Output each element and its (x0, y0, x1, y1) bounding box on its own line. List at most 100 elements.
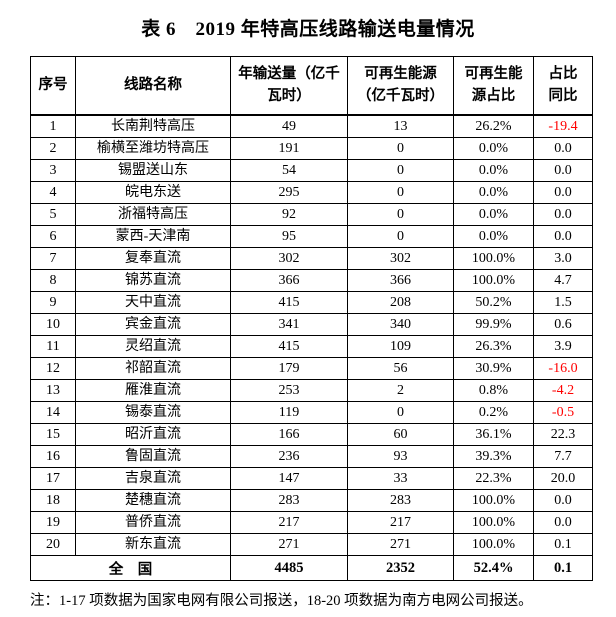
cell-share-yoy: 0.0 (533, 159, 593, 182)
cell-renewable-share: 26.3% (453, 335, 534, 358)
cell-renewable-share: 0.0% (453, 159, 534, 182)
cell-serial-no: 14 (30, 401, 76, 424)
table-row: 6 蒙西-天津南 95 0 0.0% 0.0 (30, 225, 593, 248)
cell-line-name: 锦苏直流 (75, 269, 231, 292)
cell-serial-no: 20 (30, 533, 76, 556)
cell-renewable-share: 100.0% (453, 269, 534, 292)
table-row: 17 吉泉直流 147 33 22.3% 20.0 (30, 467, 593, 490)
cell-annual-volume: 366 (230, 269, 348, 292)
cell-renewable-volume: 208 (347, 291, 454, 314)
cell-share-yoy: 20.0 (533, 467, 593, 490)
cell-line-name: 浙福特高压 (75, 203, 231, 226)
table-row: 4 皖电东送 295 0 0.0% 0.0 (30, 181, 593, 204)
cell-share-yoy: 3.0 (533, 247, 593, 270)
cell-annual-volume: 92 (230, 203, 348, 226)
table-row: 3 锡盟送山东 54 0 0.0% 0.0 (30, 159, 593, 182)
cell-line-name: 昭沂直流 (75, 423, 231, 446)
cell-share-yoy: 3.9 (533, 335, 593, 358)
cell-renewable-share: 0.0% (453, 137, 534, 160)
cell-renewable-volume: 0 (347, 137, 454, 160)
cell-renewable-volume: 271 (347, 533, 454, 556)
col-header-renewable-volume: 可再生能源 （亿千瓦时） (347, 56, 454, 116)
cell-annual-volume: 271 (230, 533, 348, 556)
cell-line-name: 天中直流 (75, 291, 231, 314)
cell-share-yoy: 0.0 (533, 203, 593, 226)
total-share-yoy: 0.1 (533, 555, 593, 581)
cell-annual-volume: 302 (230, 247, 348, 270)
cell-share-yoy: 22.3 (533, 423, 593, 446)
table-row: 10 宾金直流 341 340 99.9% 0.6 (30, 313, 593, 336)
col-header-annual-volume: 年输送量（亿千 瓦时） (230, 56, 348, 116)
cell-serial-no: 1 (30, 114, 76, 138)
cell-share-yoy: 0.0 (533, 181, 593, 204)
cell-line-name: 皖电东送 (75, 181, 231, 204)
cell-renewable-volume: 340 (347, 313, 454, 336)
cell-serial-no: 5 (30, 203, 76, 226)
cell-share-yoy: 7.7 (533, 445, 593, 468)
cell-share-yoy: 4.7 (533, 269, 593, 292)
total-row: 全 国 4485 2352 52.4% 0.1 (30, 555, 593, 581)
cell-share-yoy: 0.1 (533, 533, 593, 556)
total-label: 全 国 (30, 555, 231, 581)
cell-share-yoy: -16.0 (533, 357, 593, 380)
cell-annual-volume: 179 (230, 357, 348, 380)
cell-line-name: 吉泉直流 (75, 467, 231, 490)
cell-renewable-share: 0.0% (453, 203, 534, 226)
cell-serial-no: 13 (30, 379, 76, 402)
cell-annual-volume: 415 (230, 291, 348, 314)
cell-annual-volume: 295 (230, 181, 348, 204)
cell-serial-no: 3 (30, 159, 76, 182)
cell-renewable-share: 0.2% (453, 401, 534, 424)
cell-line-name: 鲁固直流 (75, 445, 231, 468)
cell-line-name: 楚穗直流 (75, 489, 231, 512)
cell-serial-no: 6 (30, 225, 76, 248)
table-row: 12 祁韶直流 179 56 30.9% -16.0 (30, 357, 593, 380)
total-renewable-share: 52.4% (453, 555, 534, 581)
cell-renewable-volume: 0 (347, 401, 454, 424)
cell-annual-volume: 191 (230, 137, 348, 160)
cell-annual-volume: 415 (230, 335, 348, 358)
cell-annual-volume: 95 (230, 225, 348, 248)
cell-renewable-volume: 60 (347, 423, 454, 446)
cell-renewable-volume: 2 (347, 379, 454, 402)
cell-serial-no: 11 (30, 335, 76, 358)
table-row: 13 雁淮直流 253 2 0.8% -4.2 (30, 379, 593, 402)
cell-line-name: 锡泰直流 (75, 401, 231, 424)
cell-line-name: 蒙西-天津南 (75, 225, 231, 248)
cell-renewable-share: 0.0% (453, 181, 534, 204)
cell-line-name: 祁韶直流 (75, 357, 231, 380)
cell-annual-volume: 283 (230, 489, 348, 512)
cell-annual-volume: 119 (230, 401, 348, 424)
cell-annual-volume: 49 (230, 114, 348, 138)
cell-renewable-share: 99.9% (453, 313, 534, 336)
col-header-serial-no: 序号 (30, 56, 76, 116)
cell-serial-no: 9 (30, 291, 76, 314)
cell-renewable-volume: 217 (347, 511, 454, 534)
table-row: 9 天中直流 415 208 50.2% 1.5 (30, 291, 593, 314)
cell-renewable-volume: 33 (347, 467, 454, 490)
cell-annual-volume: 341 (230, 313, 348, 336)
cell-serial-no: 8 (30, 269, 76, 292)
col-header-line-name: 线路名称 (75, 56, 231, 116)
cell-renewable-volume: 0 (347, 181, 454, 204)
cell-serial-no: 2 (30, 137, 76, 160)
cell-renewable-volume: 56 (347, 357, 454, 380)
cell-annual-volume: 54 (230, 159, 348, 182)
cell-renewable-share: 50.2% (453, 291, 534, 314)
col-header-share-yoy: 占比 同比 (533, 56, 593, 116)
cell-share-yoy: -19.4 (533, 114, 593, 138)
cell-renewable-volume: 283 (347, 489, 454, 512)
cell-renewable-share: 0.0% (453, 225, 534, 248)
cell-serial-no: 16 (30, 445, 76, 468)
cell-line-name: 长南荆特高压 (75, 114, 231, 138)
table-title: 表 6 2019 年特高压线路输送电量情况 (141, 19, 475, 40)
total-annual-volume: 4485 (230, 555, 348, 581)
table-row: 18 楚穗直流 283 283 100.0% 0.0 (30, 489, 593, 512)
table-row: 2 榆横至潍坊特高压 191 0 0.0% 0.0 (30, 137, 593, 160)
header-row: 序号 线路名称 年输送量（亿千 瓦时） 可再生能源 （亿千瓦时） 可再生能 源占… (30, 56, 593, 116)
table-row: 14 锡泰直流 119 0 0.2% -0.5 (30, 401, 593, 424)
cell-renewable-share: 100.0% (453, 511, 534, 534)
table-body: 1 长南荆特高压 49 13 26.2% -19.4 2 榆横至潍坊特高压 191 0 0.0% 0.… (30, 114, 593, 556)
cell-serial-no: 12 (30, 357, 76, 380)
